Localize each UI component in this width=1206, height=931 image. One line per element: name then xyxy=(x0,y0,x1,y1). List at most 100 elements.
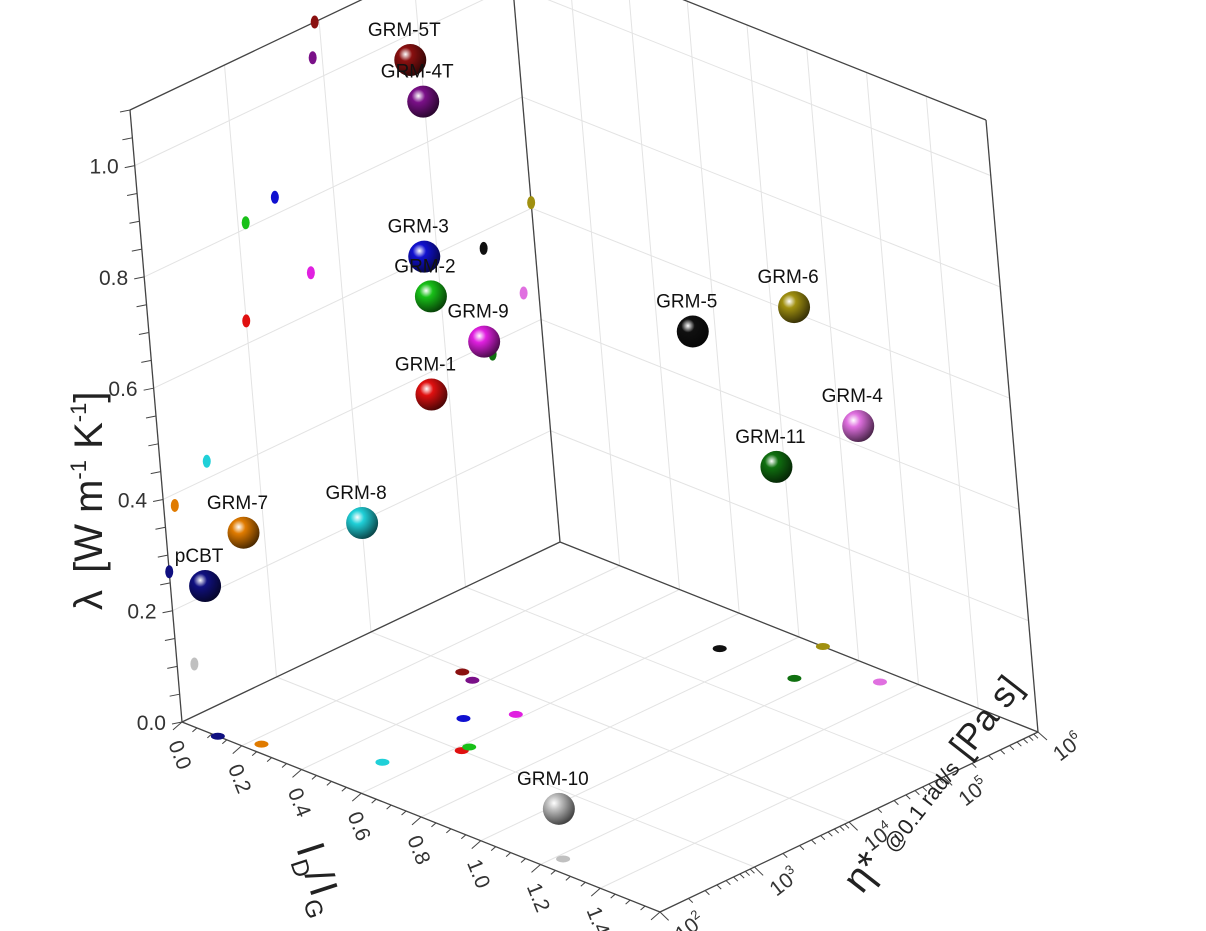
x-tick-mark xyxy=(386,804,392,810)
y-tick-mark xyxy=(834,828,840,834)
x-tick-mark xyxy=(326,780,332,786)
x-tick-mark xyxy=(401,810,407,816)
z-tick-label: 0.2 xyxy=(127,601,156,624)
z-tick-mark xyxy=(160,582,171,586)
grid-line xyxy=(806,48,860,661)
x-tick-mark xyxy=(580,881,586,887)
wall-projection xyxy=(165,565,174,579)
z-axis-exp2: -1 xyxy=(66,403,91,423)
frame-edge xyxy=(181,541,561,723)
z-tick-mark xyxy=(141,359,152,363)
floor-projection xyxy=(465,676,480,684)
data-point xyxy=(676,315,709,348)
wall-projection xyxy=(308,51,317,65)
data-point xyxy=(778,291,811,324)
floor-projection xyxy=(375,758,390,766)
grid-line xyxy=(224,64,277,678)
x-axis-ticks: 0.0 0.2 0.4 0.6 0.8 1.0 1.2 1.4 1.6 xyxy=(163,721,674,931)
data-point-label: GRM-5T xyxy=(368,20,441,41)
x-tick-mark xyxy=(266,757,272,762)
x-tick-label: 0.4 xyxy=(283,785,315,821)
x-tick-label: 0.2 xyxy=(223,761,255,797)
x-axis-label-g: G xyxy=(297,896,328,922)
y-tick-mark xyxy=(928,783,934,789)
y-tick-mark xyxy=(688,898,694,904)
z-tick-mark xyxy=(134,276,145,280)
z-tick-mark xyxy=(136,304,147,308)
x-tick-label: 0.6 xyxy=(343,809,375,845)
x-tick-label: 1.2 xyxy=(522,880,554,916)
y-tick-mark xyxy=(848,821,858,831)
y-tick-label: 102 xyxy=(669,907,709,931)
data-point-label: pCBT xyxy=(175,546,224,567)
y-axis-unit: [Pa s] xyxy=(941,668,1030,766)
x-tick-mark xyxy=(505,852,511,857)
data-point xyxy=(415,378,448,411)
y-tick-mark xyxy=(971,763,977,769)
x-tick-mark xyxy=(192,727,198,733)
data-point xyxy=(394,44,427,77)
x-tick-mark xyxy=(590,887,601,897)
y-tick-mark xyxy=(933,781,940,786)
wall-projection xyxy=(190,657,199,671)
x-tick-mark xyxy=(640,905,646,911)
z-tick-mark xyxy=(162,610,173,614)
floor-projection xyxy=(455,668,470,676)
data-point-label: GRM-4 xyxy=(822,386,884,407)
y-tick-mark xyxy=(811,839,817,845)
data-point-label: GRM-6 xyxy=(757,267,818,288)
y-tick-mark xyxy=(1009,745,1015,751)
x-tick-mark xyxy=(610,893,616,899)
x-tick-mark xyxy=(207,733,213,739)
x-tick-mark xyxy=(650,911,661,921)
x-tick-mark xyxy=(471,840,482,850)
data-point-label: GRM-3 xyxy=(388,217,449,238)
data-point-label: GRM-9 xyxy=(448,302,509,323)
x-tick-mark xyxy=(490,846,497,852)
y-tick-mark xyxy=(827,831,833,837)
floor-projection xyxy=(210,732,225,740)
data-point xyxy=(189,570,222,603)
y-axis-title: η* @0.1 rad/s [Pa s] xyxy=(834,666,1030,900)
wall-projection xyxy=(306,266,315,280)
x-tick-mark xyxy=(625,899,631,905)
x-tick-mark xyxy=(311,775,317,780)
x-tick-mark xyxy=(520,858,526,863)
y-tick-mark xyxy=(905,794,911,800)
grid-line xyxy=(318,19,372,633)
frame-edge xyxy=(129,0,363,111)
data-point-label: GRM-2 xyxy=(394,256,455,277)
data-point xyxy=(407,85,440,118)
grid-line xyxy=(628,0,680,590)
wall-projection xyxy=(270,190,279,204)
x-tick-mark xyxy=(172,721,183,731)
z-axis-unit: [W m xyxy=(67,480,111,573)
data-point-label: GRM-4T xyxy=(381,62,454,83)
z-tick-mark xyxy=(145,415,157,419)
y-tick-mark xyxy=(893,800,899,806)
z-tick-mark xyxy=(167,665,178,669)
y-tick-mark xyxy=(938,778,944,784)
data-point-label: GRM-11 xyxy=(735,427,805,448)
y-tick-mark xyxy=(782,853,788,859)
y-tick-mark xyxy=(922,786,928,792)
y-tick-mark xyxy=(704,890,710,896)
floor-projection xyxy=(456,714,471,722)
z-tick-mark xyxy=(171,721,183,725)
grid-line xyxy=(465,586,944,778)
x-tick-mark xyxy=(221,739,228,745)
x-tick-mark xyxy=(281,763,287,768)
data-point xyxy=(468,325,501,358)
y-tick-label: 106 xyxy=(1047,727,1087,766)
x-tick-mark xyxy=(292,769,302,778)
x-tick-mark xyxy=(550,870,556,875)
y-tick-mark xyxy=(1037,731,1048,741)
frame-edge xyxy=(682,0,987,121)
grid-line xyxy=(276,676,755,868)
floor-projection xyxy=(815,643,830,650)
y-axis-sub: @0.1 rad/s xyxy=(878,756,964,856)
y-tick-mark xyxy=(1023,738,1029,744)
frame-edge xyxy=(559,541,1039,733)
y-tick-mark xyxy=(725,880,731,886)
wall-projection xyxy=(527,196,536,210)
